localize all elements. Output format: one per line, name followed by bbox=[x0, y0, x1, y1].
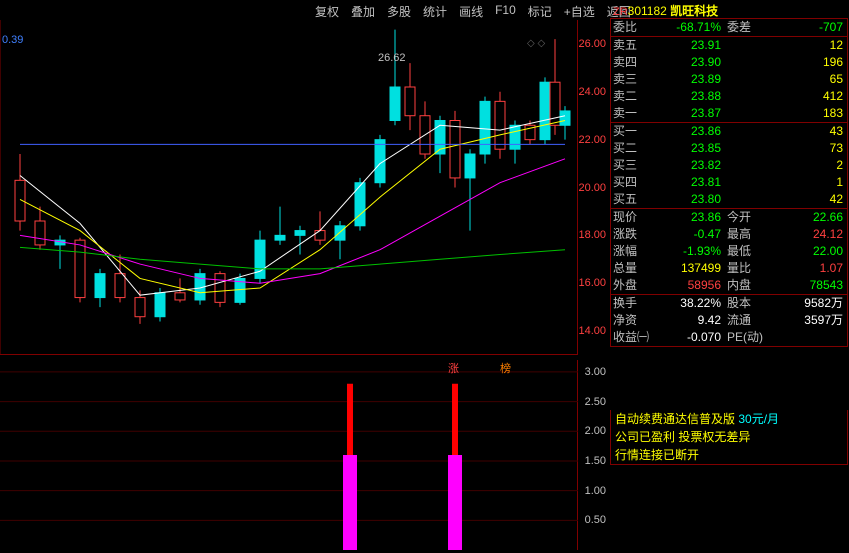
toolbar-多股[interactable]: 多股 bbox=[382, 2, 416, 21]
stock-prefix: ZR bbox=[613, 6, 628, 18]
quote-row: 卖二23.88412 bbox=[611, 88, 847, 105]
quote-row: 买五23.8042 bbox=[611, 191, 847, 208]
stock-name: 凯旺科技 bbox=[670, 4, 718, 18]
quote-row: 买三23.822 bbox=[611, 157, 847, 174]
quote-row: 换手38.22%股本9582万 bbox=[611, 295, 847, 312]
price-axis: 26.0024.0022.0020.0018.0016.0014.00 bbox=[578, 20, 608, 355]
quote-row: 外盘58956内盘78543 bbox=[611, 277, 847, 294]
quote-row: 现价23.86今开22.66 bbox=[611, 209, 847, 226]
msg-profit: 公司已盈利 投票权无差异 bbox=[611, 428, 847, 446]
msg-disconnected: 行情连接已断开 bbox=[611, 446, 847, 464]
bang-label: 榜 bbox=[500, 360, 511, 376]
toolbar-统计[interactable]: 统计 bbox=[418, 2, 452, 21]
toolbar-标记[interactable]: 标记 bbox=[523, 2, 557, 21]
quote-row: 总量137499量比1.07 bbox=[611, 260, 847, 277]
quote-row: 买四23.811 bbox=[611, 174, 847, 191]
quote-row: 涨跌-0.47最高24.12 bbox=[611, 226, 847, 243]
quote-row: 卖三23.8965 bbox=[611, 71, 847, 88]
chart-area: 0.39 ◇ ◇ 26.62 26.0024.0022.0020.0018.00… bbox=[0, 20, 608, 550]
quote-row: 收益㈠-0.070PE(动) bbox=[611, 329, 847, 346]
toolbar-叠加[interactable]: 叠加 bbox=[346, 2, 380, 21]
zhang-label: 涨 bbox=[448, 360, 459, 376]
toolbar-复权[interactable]: 复权 bbox=[310, 2, 344, 21]
stock-title: ZR301182 凯旺科技 bbox=[613, 2, 718, 19]
indicator-chart[interactable] bbox=[0, 360, 578, 550]
quote-row: 买二23.8573 bbox=[611, 140, 847, 157]
toolbar-+自选[interactable]: +自选 bbox=[559, 2, 600, 21]
high-price-marker: 26.62 bbox=[378, 52, 406, 64]
quote-row: 卖一23.87183 bbox=[611, 105, 847, 122]
candlestick-chart[interactable] bbox=[0, 20, 578, 355]
toolbar: 复权叠加多股统计画线F10标记+自选返回 bbox=[310, 2, 636, 21]
quote-row: 涨幅-1.93%最低22.00 bbox=[611, 243, 847, 260]
toolbar-F10[interactable]: F10 bbox=[490, 2, 521, 21]
toolbar-画线[interactable]: 画线 bbox=[454, 2, 488, 21]
msg-subscription[interactable]: 自动续费通达信普及版 30元/月 bbox=[611, 410, 847, 428]
quote-row: 净资9.42流通3597万 bbox=[611, 312, 847, 329]
quote-row: 卖四23.90196 bbox=[611, 54, 847, 71]
quote-panel: 委比-68.71%委差-707卖五23.9112卖四23.90196卖三23.8… bbox=[610, 18, 848, 347]
quote-row: 卖五23.9112 bbox=[611, 37, 847, 54]
stock-code: 301182 bbox=[628, 4, 667, 18]
quote-row: 买一23.8643 bbox=[611, 123, 847, 140]
quote-row: 委比-68.71%委差-707 bbox=[611, 19, 847, 36]
message-area: 自动续费通达信普及版 30元/月 公司已盈利 投票权无差异 行情连接已断开 bbox=[610, 410, 848, 465]
